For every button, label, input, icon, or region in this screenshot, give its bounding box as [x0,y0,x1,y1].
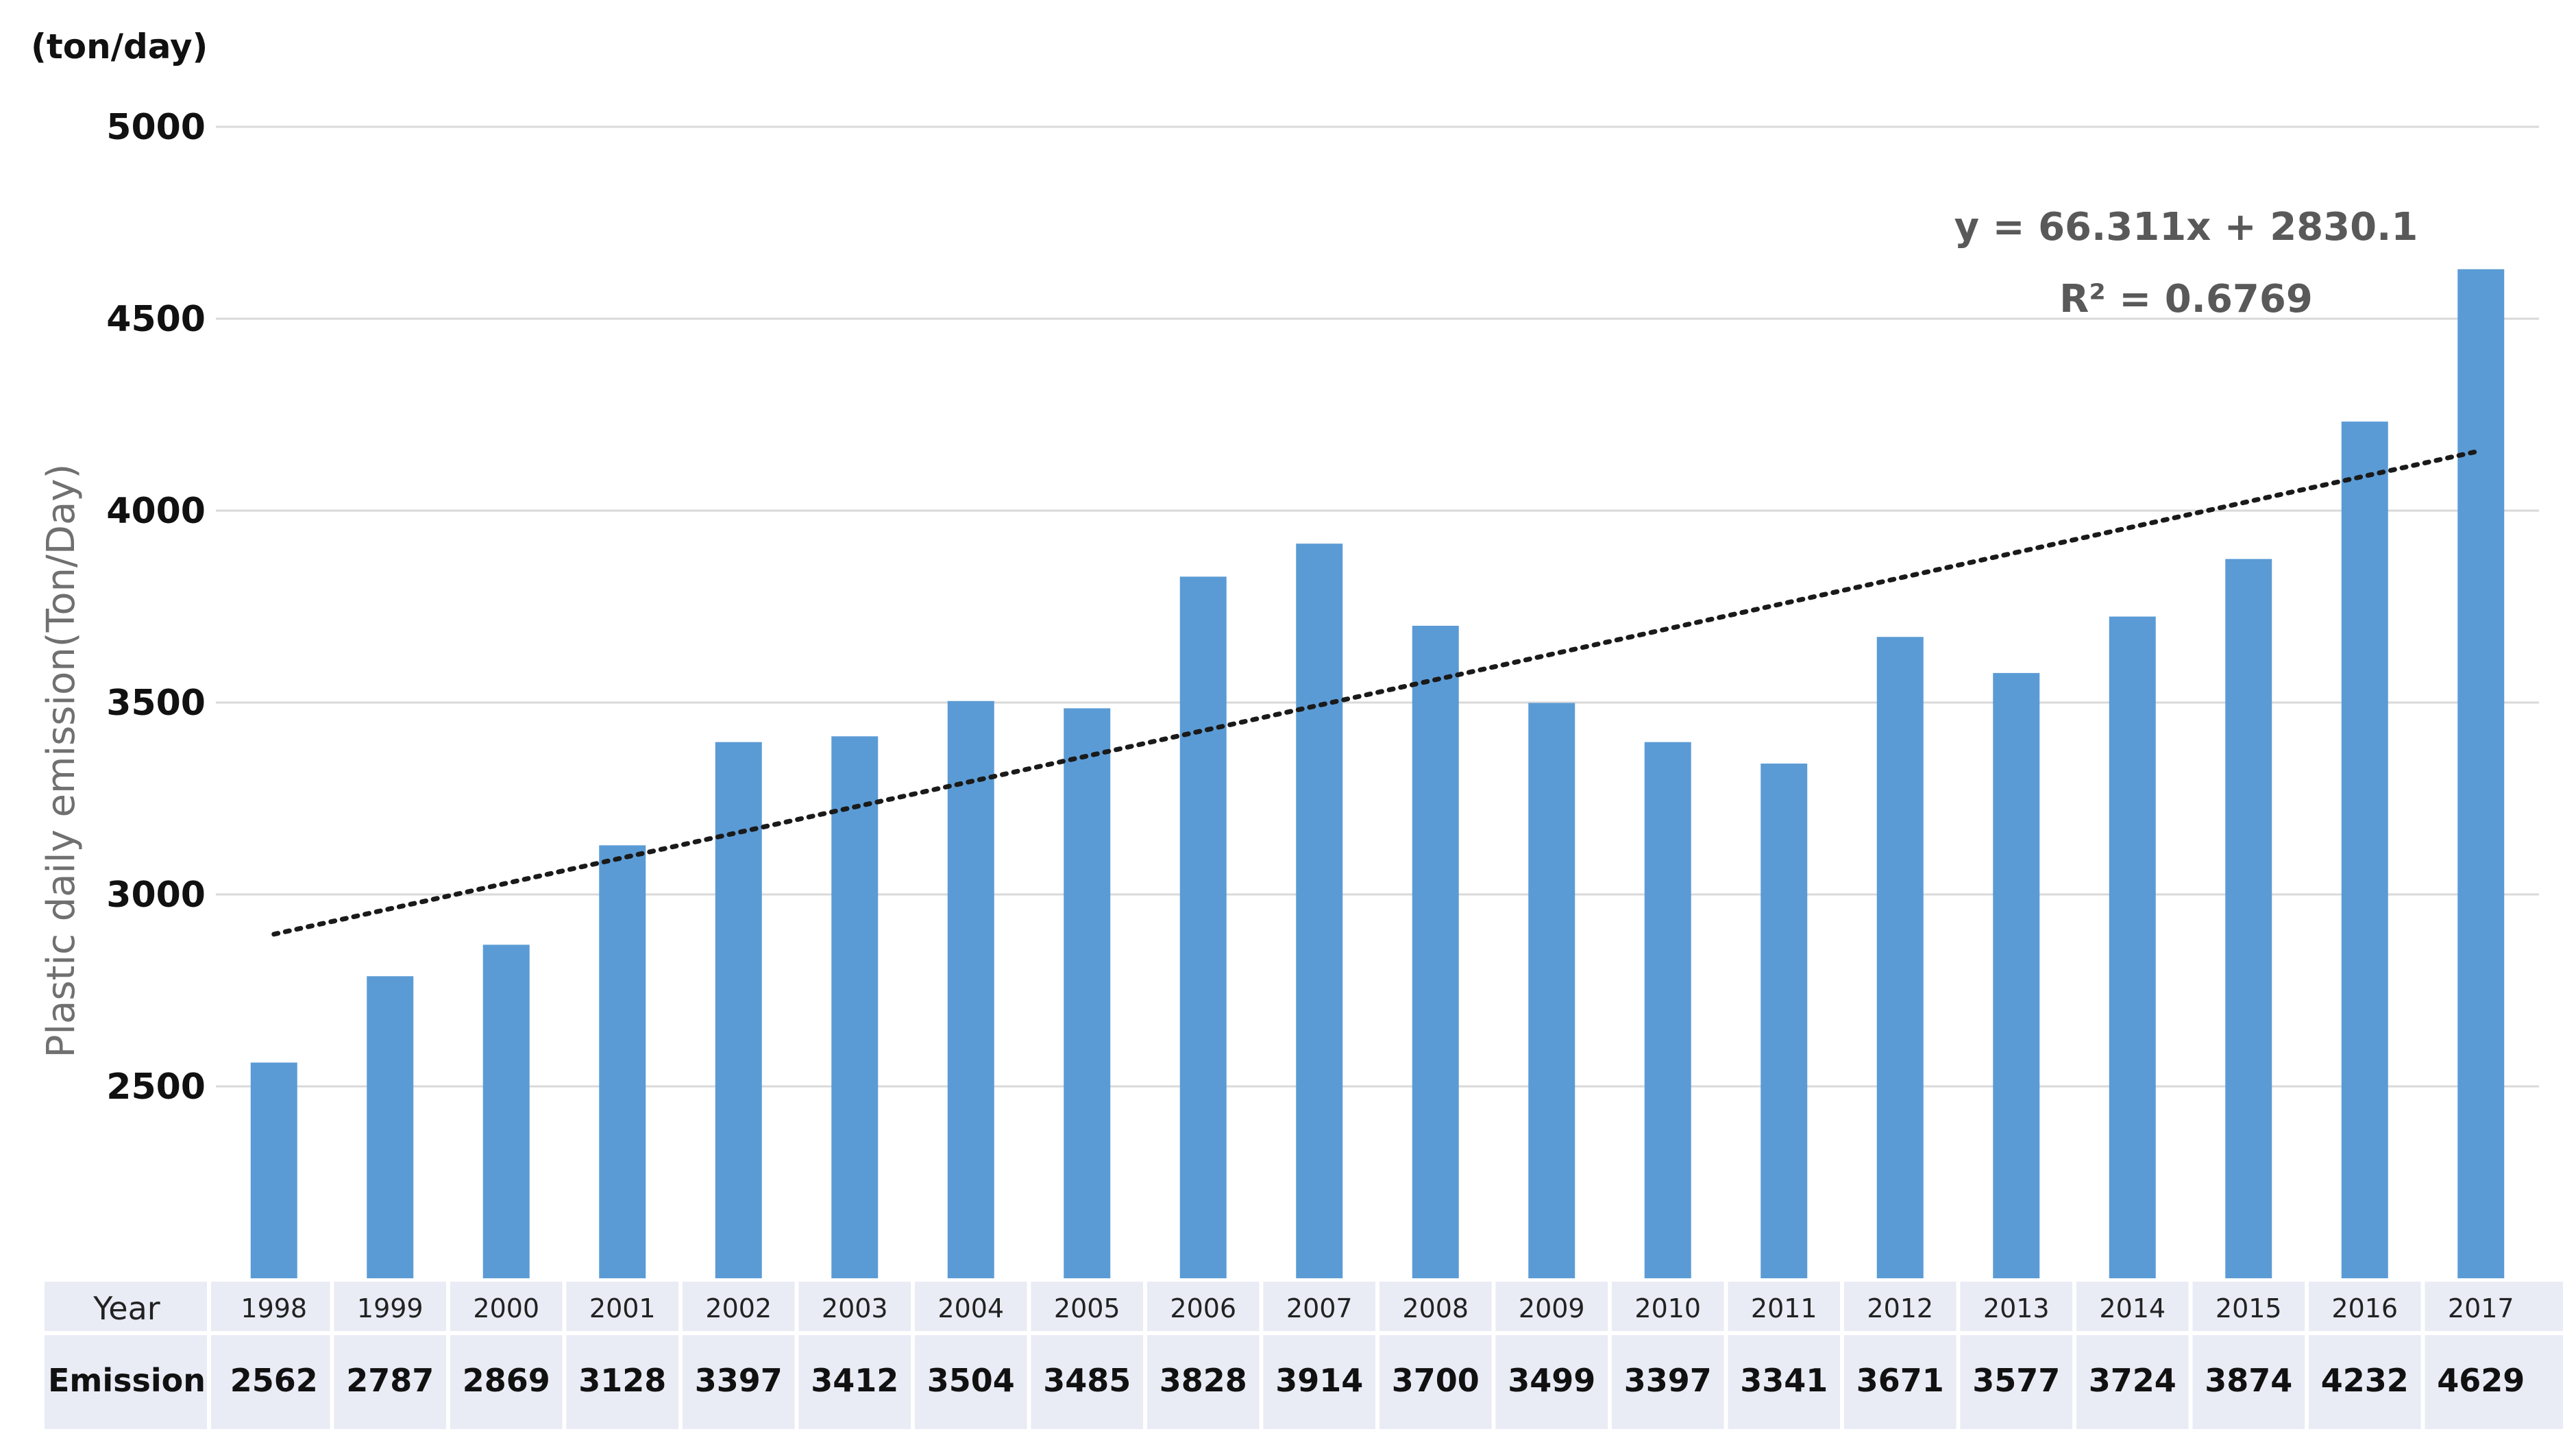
gridlines [216,125,2539,1088]
table-emission-2004: 3504 [927,1362,1015,1399]
table-background [45,1282,2563,1429]
table-emission-2017: 4629 [2437,1362,2525,1399]
y-tick-label-4500: 4500 [106,299,206,340]
table-emission-2001: 3128 [578,1362,666,1399]
table-emission-2009: 3499 [1508,1362,1595,1399]
table-year-2007: 2007 [1286,1293,1353,1324]
unit-label: (ton/day) [31,27,208,66]
table-emission-2005: 3485 [1043,1362,1131,1399]
table-emission-2011: 3341 [1740,1362,1828,1399]
bar-2011 [1761,764,1808,1278]
bar-2008 [1412,626,1459,1278]
bar-2010 [1644,742,1691,1278]
bar-2017 [2457,269,2505,1278]
bar-2015 [2225,559,2272,1278]
table-year-2014: 2014 [2099,1293,2166,1324]
data-table: Year Emission 1998 2562 1999 2787 2000 2869 2001… [45,1282,2563,1429]
bars [250,269,2505,1279]
y-axis-title: Plastic daily emission(Ton/Day) [39,464,84,1058]
trendline [271,448,2483,937]
bar-2002 [715,742,762,1278]
table-year-1999: 1999 [357,1293,424,1324]
table-row-header-year: Year [93,1290,160,1327]
table-year-2000: 2000 [473,1293,539,1324]
bar-1998 [250,1062,297,1278]
table-emission-1999: 2787 [346,1362,434,1399]
bar-2007 [1296,544,1343,1279]
y-axis-ticks: 2500 3000 3500 4000 4500 5000 [106,107,206,1108]
table-emission-2006: 3828 [1160,1362,1247,1399]
y-tick-label-3000: 3000 [106,875,206,916]
y-tick-label-5000: 5000 [106,107,206,148]
bar-2004 [947,700,994,1278]
table-year-2011: 2011 [1751,1293,1817,1324]
bar-2000 [482,944,530,1278]
table-year-2012: 2012 [1867,1293,1933,1324]
table-emission-2013: 3577 [1972,1362,2060,1399]
table-year-2006: 2006 [1170,1293,1236,1324]
table-emission-2007: 3914 [1275,1362,1363,1399]
bar-2006 [1179,576,1227,1278]
trendline-group [271,448,2483,937]
table-year-1998: 1998 [241,1293,307,1324]
table-emission-2002: 3397 [695,1362,783,1399]
table-year-2013: 2013 [1983,1293,2050,1324]
table-year-2005: 2005 [1054,1293,1120,1324]
bar-2009 [1528,703,1575,1278]
bar-2014 [2109,616,2156,1278]
table-year-2009: 2009 [1519,1293,1585,1324]
table-year-2008: 2008 [1402,1293,1469,1324]
bar-2005 [1064,708,1111,1278]
bar-2001 [599,845,646,1278]
trendline-r2: R² = 0.6769 [2059,277,2313,321]
table-year-2015: 2015 [2216,1293,2282,1324]
table-emission-1998: 2562 [230,1362,318,1399]
trendline-equation: y = 66.311x + 2830.1 [1954,205,2418,249]
table-emission-2000: 2869 [463,1362,550,1399]
y-tick-label-4000: 4000 [106,491,206,532]
table-emission-2014: 3724 [2089,1362,2176,1399]
table-year-2010: 2010 [1634,1293,1701,1324]
table-emission-2012: 3671 [1856,1362,1944,1399]
table-row-header-emission: Emission [48,1362,206,1399]
bar-2012 [1876,637,1924,1278]
table-year-2002: 2002 [705,1293,772,1324]
y-tick-label-3500: 3500 [106,683,206,724]
bar-2003 [831,736,879,1278]
table-emission-2010: 3397 [1624,1362,1712,1399]
table-year-2003: 2003 [822,1293,888,1324]
table-year-2016: 2016 [2331,1293,2398,1324]
table-year-2017: 2017 [2448,1293,2514,1324]
bar-2016 [2341,422,2388,1278]
table-year-2001: 2001 [589,1293,656,1324]
table-year-2004: 2004 [937,1293,1004,1324]
bar-1999 [367,976,414,1278]
table-emission-2008: 3700 [1392,1362,1480,1399]
y-tick-label-2500: 2500 [106,1066,206,1108]
table-emission-2016: 4232 [2321,1362,2409,1399]
bar-2013 [1993,672,2040,1278]
table-emission-2003: 3412 [811,1362,898,1399]
table-emission-2015: 3874 [2205,1362,2292,1399]
